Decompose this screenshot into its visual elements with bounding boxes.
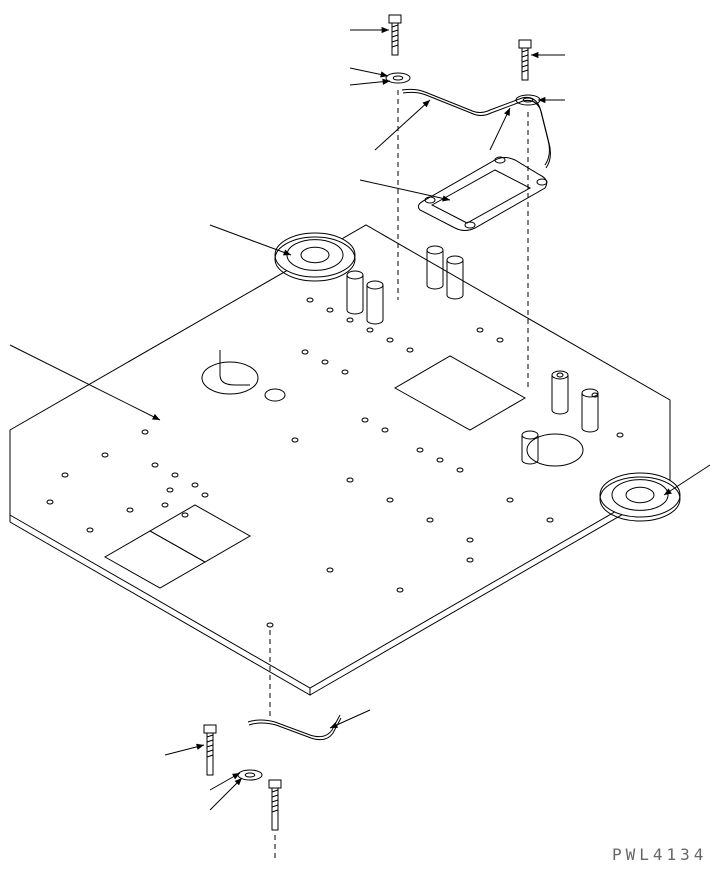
watermark-text: PWL4134: [612, 845, 707, 864]
parts-diagram-svg: [0, 0, 719, 887]
diagram-container: PWL4134: [0, 0, 719, 887]
